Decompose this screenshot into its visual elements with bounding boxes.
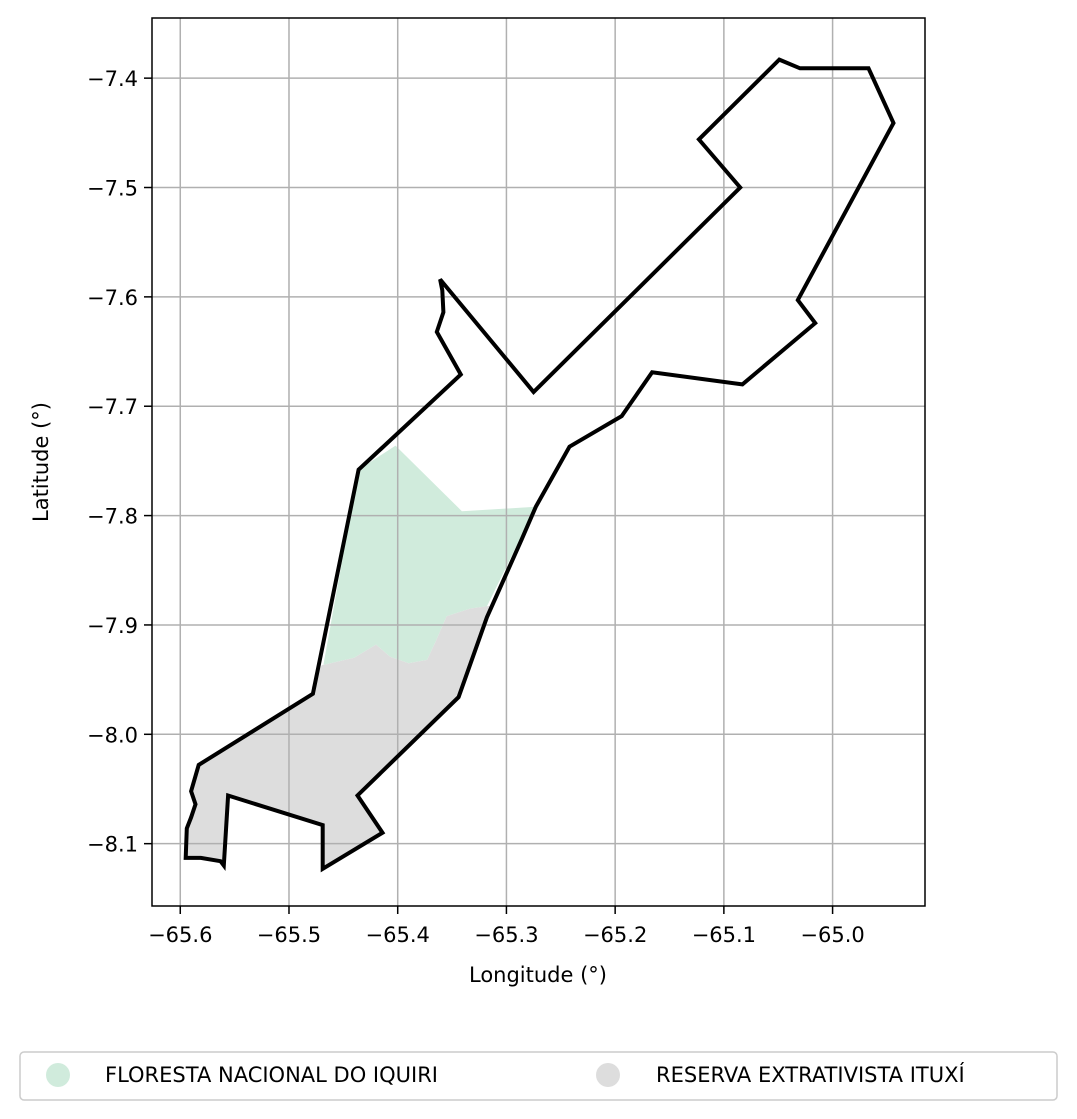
y-tick-label: −7.5 [87, 177, 138, 201]
legend-marker-floresta [46, 1063, 70, 1087]
grid-layer [152, 18, 925, 906]
legend-label-floresta: FLORESTA NACIONAL DO IQUIRI [105, 1063, 438, 1087]
legend-marker-reserva [596, 1063, 620, 1087]
x-tick-label: −65.1 [692, 923, 756, 947]
area-layer [185, 445, 536, 869]
x-axis-label: Longitude (°) [469, 963, 607, 987]
y-tick-label: −8.1 [87, 833, 138, 857]
x-tick-label: −65.4 [366, 923, 430, 947]
legend: FLORESTA NACIONAL DO IQUIRI RESERVA EXTR… [19, 1051, 1058, 1101]
outline-layer [183, 57, 896, 873]
y-axis-label: Latitude (°) [29, 402, 53, 522]
y-tick-label: −7.7 [87, 395, 138, 419]
y-tick-label: −7.8 [87, 505, 138, 529]
legend-label-reserva: RESERVA EXTRATIVISTA ITUXÍ [656, 1062, 965, 1087]
plot-frame [151, 17, 926, 907]
x-tick-label: −65.5 [257, 923, 321, 947]
x-tick-label: −65.6 [148, 923, 212, 947]
legend-box [19, 1051, 1058, 1101]
y-tick-label: −7.4 [87, 67, 138, 91]
y-tick-label: −7.6 [87, 286, 138, 310]
area-floresta-nacional-do-iquiri [321, 445, 536, 669]
x-axis: −65.6 −65.5 −65.4 −65.3 −65.2 −65.1 −65.0 [148, 906, 865, 947]
area-reserva-extrativista-ituxi [185, 605, 495, 869]
y-tick-label: −8.0 [87, 723, 138, 747]
x-tick-label: −65.0 [800, 923, 864, 947]
y-axis: −7.4 −7.5 −7.6 −7.7 −7.8 −7.9 −8.0 −8.1 [87, 67, 152, 857]
x-tick-label: −65.2 [583, 923, 647, 947]
x-tick-label: −65.3 [474, 923, 538, 947]
y-tick-label: −7.9 [87, 614, 138, 638]
region-outline [183, 57, 896, 873]
